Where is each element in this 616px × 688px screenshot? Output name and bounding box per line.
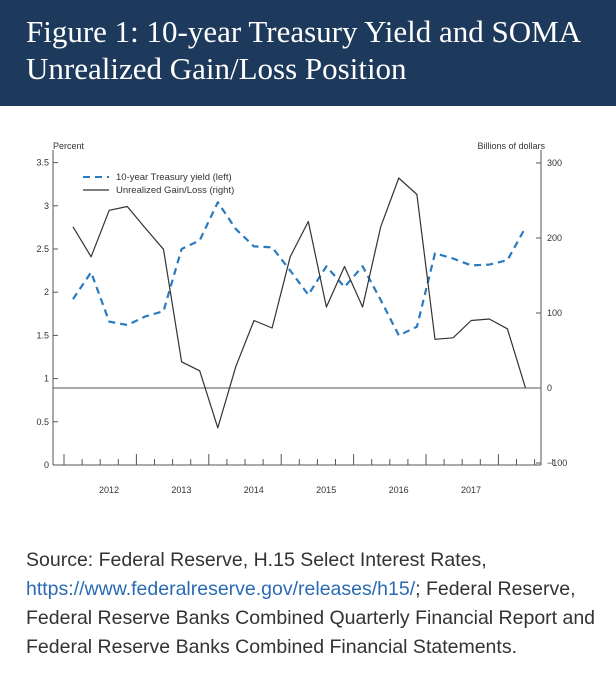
legend-yield-label: 10-year Treasury yield (left) [116, 172, 232, 183]
source-suffix: ; Federal Reserve, Federal Reserve Banks… [26, 578, 596, 658]
left-tick-label: 1 [44, 374, 49, 384]
right-tick-label: −100 [547, 458, 567, 468]
left-tick-label: 1.5 [36, 330, 49, 340]
left-tick-label: 3 [44, 201, 49, 211]
left-tick-label: 0.5 [36, 417, 49, 427]
line-chart: Percent Billions of dollars 0 0.5 1 1.5 2 2.5 3 3… [36, 141, 567, 495]
right-tick-label: 200 [547, 233, 562, 243]
source-prefix: Source: Federal Reserve, H.15 Select Int… [26, 549, 487, 571]
x-tick-label: 2015 [316, 485, 336, 495]
chart-container: Percent Billions of dollars 0 0.5 1 1.5 2 2.5 3 3… [0, 130, 616, 510]
x-tick-label: 2012 [99, 485, 119, 495]
yield-series-line [72, 201, 527, 337]
right-axis-title: Billions of dollars [477, 141, 545, 151]
left-tick-label: 0 [44, 460, 49, 470]
source-link[interactable]: https://www.federalreserve.gov/releases/… [26, 578, 416, 600]
figure-header: Figure 1: 10-year Treasury Yield and SOM… [0, 0, 616, 106]
right-tick-label: 0 [547, 383, 552, 393]
figure-title: Figure 1: 10-year Treasury Yield and SOM… [26, 14, 580, 86]
right-tick-label: 300 [547, 158, 562, 168]
left-tick-label: 2.5 [36, 244, 49, 254]
x-tick-label: 2014 [244, 485, 264, 495]
legend-gain-loss-label: Unrealized Gain/Loss (right) [116, 185, 234, 196]
x-tick-label: 2016 [389, 485, 409, 495]
x-tick-label: 2017 [461, 485, 481, 495]
source-note: Source: Federal Reserve, H.15 Select Int… [26, 546, 601, 662]
x-tick-label: 2013 [171, 485, 191, 495]
left-tick-label: 2 [44, 287, 49, 297]
left-tick-label: 3.5 [36, 158, 49, 168]
gain-loss-series-line [72, 177, 527, 429]
right-tick-label: 100 [547, 308, 562, 318]
left-axis-title: Percent [53, 141, 85, 151]
